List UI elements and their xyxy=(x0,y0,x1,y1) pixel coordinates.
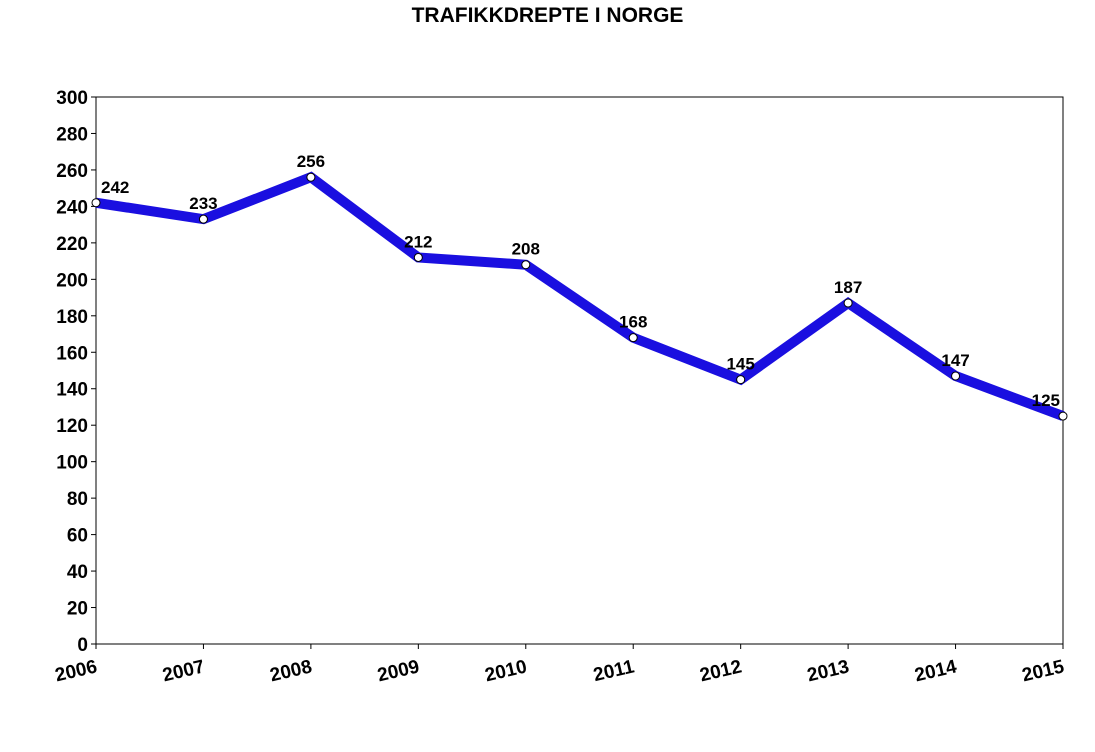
data-label: 147 xyxy=(941,351,969,370)
data-point xyxy=(843,298,853,308)
data-point xyxy=(413,252,423,262)
data-point xyxy=(1058,411,1068,421)
data-point xyxy=(521,260,531,270)
y-tick-label: 240 xyxy=(56,197,88,218)
chart-title: TRAFIKKDREPTE I NORGE xyxy=(411,4,684,27)
x-tick-label: 2013 xyxy=(805,656,851,686)
series-line xyxy=(95,171,1065,421)
y-tick-label: 300 xyxy=(56,88,88,109)
data-label: 212 xyxy=(404,232,432,251)
y-tick-label: 260 xyxy=(56,161,88,182)
y-tick-label: 0 xyxy=(77,635,88,656)
data-label: 125 xyxy=(1032,391,1060,410)
marker-group xyxy=(91,172,1068,421)
data-label: 208 xyxy=(512,240,540,259)
x-tick-label: 2011 xyxy=(591,656,636,686)
x-tick-label: 2015 xyxy=(1020,656,1066,686)
data-label: 256 xyxy=(297,152,325,171)
x-tick-label: 2006 xyxy=(53,656,99,686)
y-tick-label: 40 xyxy=(67,562,88,583)
x-tick-label: 2014 xyxy=(913,656,959,686)
x-axis: 2006 2007 2008 2009 2010 2011 2012 2013 2014 2015 xyxy=(53,644,1067,686)
x-tick-label: 2012 xyxy=(698,656,744,686)
y-tick-label: 180 xyxy=(56,307,88,328)
y-tick-label: 280 xyxy=(56,124,88,145)
y-tick-label: 60 xyxy=(67,526,88,547)
x-tick-label: 2009 xyxy=(376,656,422,686)
data-point xyxy=(91,198,101,208)
y-tick-label: 220 xyxy=(56,234,88,255)
series-group xyxy=(95,171,1065,421)
plot-area xyxy=(95,96,1064,645)
data-label: 145 xyxy=(726,355,754,374)
y-tick-label: 140 xyxy=(56,380,88,401)
y-tick-label: 80 xyxy=(67,489,88,510)
data-label-group: 242 233 256 212 208 168 145 187 147 125 xyxy=(101,152,1060,410)
data-point xyxy=(306,172,316,182)
y-tick-label: 20 xyxy=(67,599,88,620)
y-axis: 0 20 40 60 80 100 120 140 160 180 200 220 240 260 280 3… xyxy=(56,88,96,656)
data-label: 233 xyxy=(189,194,217,213)
y-tick-label: 120 xyxy=(56,416,88,437)
data-label: 168 xyxy=(619,313,647,332)
x-tick-label: 2007 xyxy=(161,656,207,686)
data-point xyxy=(951,371,961,381)
x-tick-label: 2008 xyxy=(268,656,314,686)
data-point xyxy=(736,375,746,385)
x-tick-label: 2010 xyxy=(483,656,529,686)
data-label: 242 xyxy=(101,178,129,197)
y-tick-label: 160 xyxy=(56,343,88,364)
data-label: 187 xyxy=(834,278,862,297)
y-tick-label: 200 xyxy=(56,270,88,291)
data-point xyxy=(198,214,208,224)
y-tick-label: 100 xyxy=(56,453,88,474)
data-point xyxy=(628,333,638,343)
